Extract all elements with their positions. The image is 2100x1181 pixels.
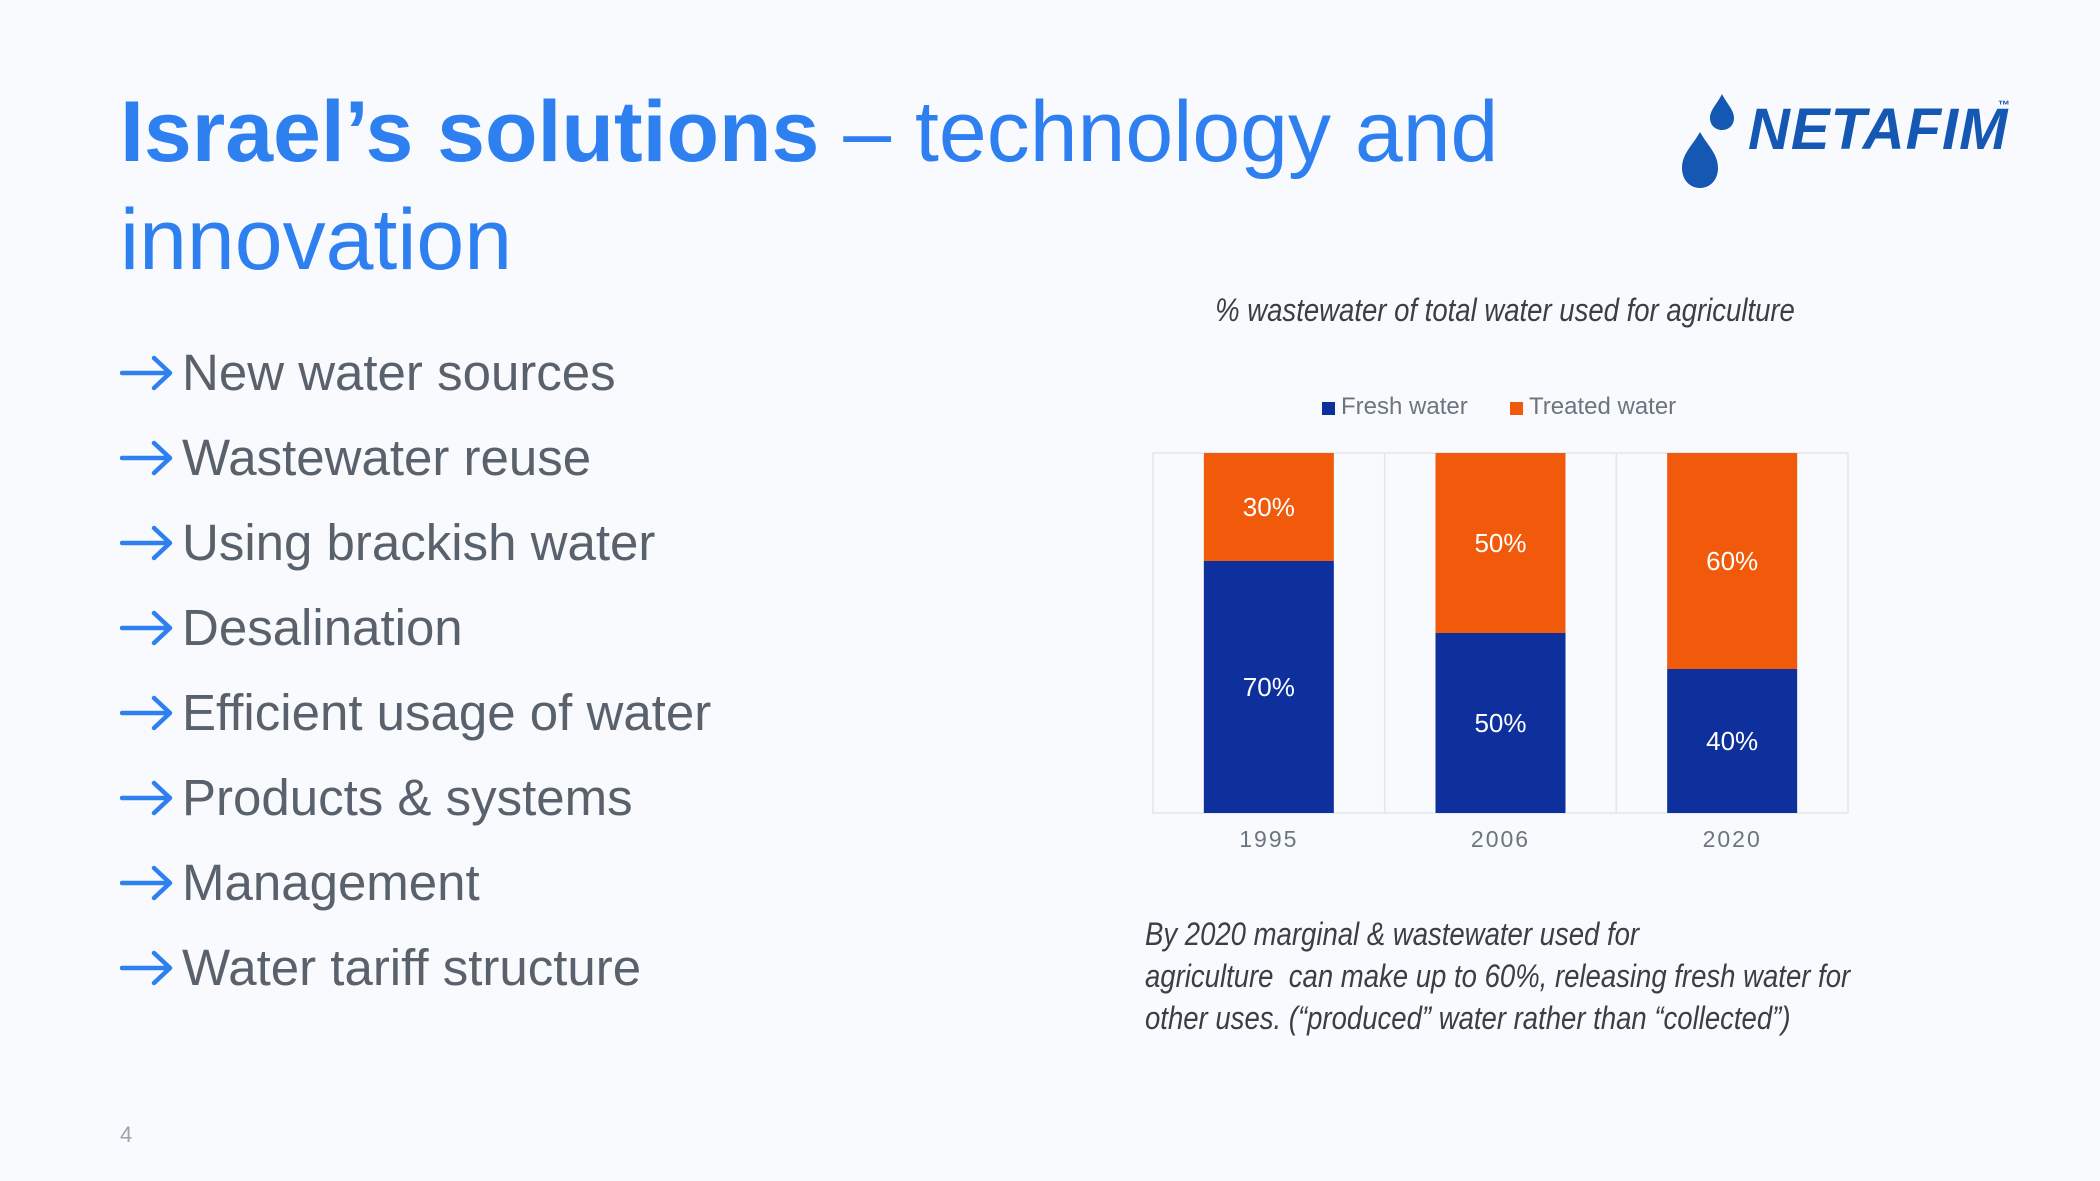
arrow-right-icon <box>120 950 173 985</box>
bullet-list: New water sources Wastewater reuse Using… <box>120 330 711 1010</box>
bullet-text: Desalination <box>182 599 463 656</box>
legend-swatch <box>1322 402 1335 415</box>
x-tick-label: 1995 <box>1239 826 1298 852</box>
water-drop-icon <box>1682 94 1734 188</box>
chart-caption: By 2020 marginal & wastewater used for a… <box>1145 913 1850 1039</box>
bullet-text: Products & systems <box>182 769 633 826</box>
arrow-right-icon <box>120 525 173 560</box>
bar-segment <box>1203 453 1334 561</box>
netafim-logo: NETAFIM ™ <box>1682 92 2022 192</box>
caption-line: other uses. (“produced” water rather tha… <box>1145 1000 1791 1036</box>
title-bold: Israel’s solutions <box>120 84 820 180</box>
arrow-right-icon <box>120 695 173 730</box>
caption-line: By 2020 marginal & wastewater used for <box>1145 916 1640 952</box>
bullet-item: Desalination <box>120 585 711 670</box>
stacked-bar-chart: Fresh water Treated water 70% 30% 1995 50% 50%… <box>1152 393 1849 852</box>
arrow-right-icon <box>120 440 173 475</box>
logo-text: NETAFIM <box>1748 97 2009 162</box>
logo-trademark: ™ <box>1998 98 2010 112</box>
arrow-right-icon <box>120 865 173 900</box>
bullet-text: Wastewater reuse <box>182 429 592 486</box>
bullet-item: New water sources <box>120 330 711 415</box>
bar-segment <box>1667 669 1798 813</box>
data-label: 40% <box>1706 726 1758 756</box>
caption-line: agriculture can make up to 60%, releasin… <box>1145 958 1851 994</box>
bullet-item: Management <box>120 840 711 925</box>
bullet-item: Efficient usage of water <box>120 670 711 755</box>
x-tick-label: 2020 <box>1703 826 1762 852</box>
bar-segment <box>1667 453 1798 669</box>
x-tick-label: 2006 <box>1471 826 1530 852</box>
bullet-text: Water tariff structure <box>182 939 642 996</box>
bullet-item: Using brackish water <box>120 500 711 585</box>
data-label: 60% <box>1706 546 1758 576</box>
data-label: 50% <box>1474 708 1526 738</box>
bar-segment <box>1435 633 1566 813</box>
bullet-item: Water tariff structure <box>120 925 711 1010</box>
legend-swatch <box>1510 402 1523 415</box>
data-label: 70% <box>1243 672 1295 702</box>
bar-segment <box>1203 561 1334 813</box>
chart-title: % wastewater of total water used for agr… <box>1215 292 1795 328</box>
bar-segment <box>1435 453 1566 633</box>
arrow-right-icon <box>120 610 173 645</box>
bullet-item: Products & systems <box>120 755 711 840</box>
bullet-text: Efficient usage of water <box>182 684 712 741</box>
bullet-item: Wastewater reuse <box>120 415 711 500</box>
arrow-right-icon <box>120 780 173 815</box>
data-label: 30% <box>1243 492 1295 522</box>
title-rest: – technology and innovation <box>120 84 1499 288</box>
data-label: 50% <box>1474 528 1526 558</box>
bullet-text: Management <box>182 854 480 911</box>
legend-label: Treated water <box>1529 393 1676 420</box>
bullet-text: Using brackish water <box>182 514 656 571</box>
slide-title: Israel’s solutions – technology and inno… <box>120 78 1600 294</box>
arrow-right-icon <box>120 355 173 390</box>
bullet-text: New water sources <box>182 344 616 401</box>
legend-label: Fresh water <box>1341 393 1468 420</box>
page-number: 4 <box>120 1122 133 1147</box>
